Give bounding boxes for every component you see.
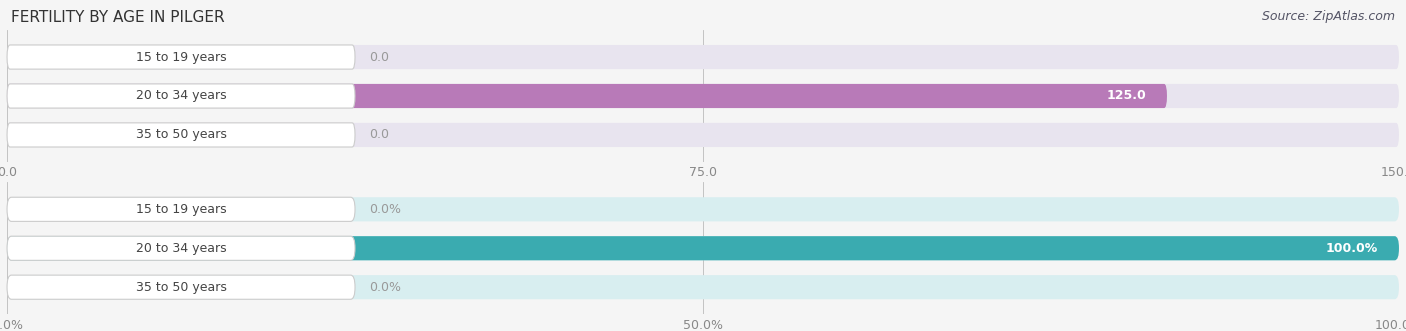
Text: FERTILITY BY AGE IN PILGER: FERTILITY BY AGE IN PILGER: [11, 10, 225, 25]
Text: 35 to 50 years: 35 to 50 years: [135, 128, 226, 141]
FancyBboxPatch shape: [7, 123, 354, 147]
FancyBboxPatch shape: [7, 275, 1399, 299]
Text: 0.0: 0.0: [368, 51, 389, 64]
Text: 20 to 34 years: 20 to 34 years: [136, 242, 226, 255]
FancyBboxPatch shape: [7, 84, 1399, 108]
FancyBboxPatch shape: [7, 45, 1399, 69]
Text: 15 to 19 years: 15 to 19 years: [136, 203, 226, 216]
Text: 15 to 19 years: 15 to 19 years: [136, 51, 226, 64]
FancyBboxPatch shape: [7, 45, 354, 69]
FancyBboxPatch shape: [7, 197, 1399, 221]
FancyBboxPatch shape: [7, 275, 354, 299]
Text: 0.0%: 0.0%: [368, 203, 401, 216]
FancyBboxPatch shape: [7, 197, 354, 221]
Text: 0.0: 0.0: [368, 128, 389, 141]
FancyBboxPatch shape: [7, 236, 1399, 260]
Text: 0.0%: 0.0%: [368, 281, 401, 294]
FancyBboxPatch shape: [7, 236, 1399, 260]
Text: 125.0: 125.0: [1107, 89, 1146, 103]
FancyBboxPatch shape: [7, 84, 1167, 108]
Text: 35 to 50 years: 35 to 50 years: [135, 281, 226, 294]
Text: Source: ZipAtlas.com: Source: ZipAtlas.com: [1261, 10, 1395, 23]
FancyBboxPatch shape: [7, 123, 1399, 147]
Text: 100.0%: 100.0%: [1326, 242, 1378, 255]
FancyBboxPatch shape: [7, 236, 354, 260]
FancyBboxPatch shape: [7, 84, 354, 108]
Text: 20 to 34 years: 20 to 34 years: [136, 89, 226, 103]
